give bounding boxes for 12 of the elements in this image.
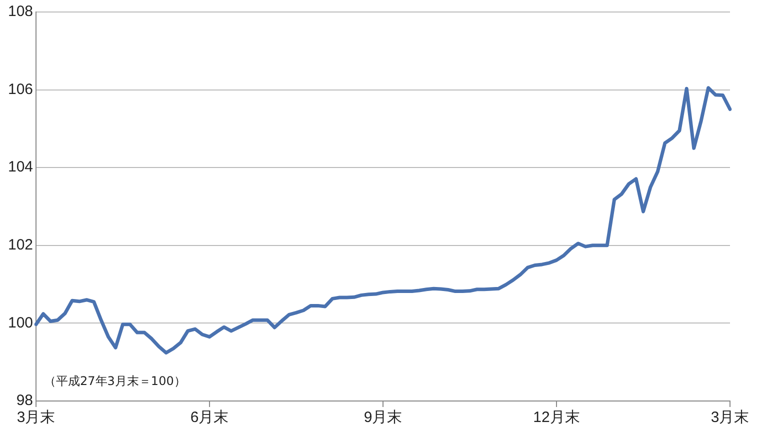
x-tick-label: 6月末 (190, 409, 229, 426)
annotation: （平成27年3月末＝100） (44, 374, 186, 388)
y-tick-label: 98 (16, 392, 34, 410)
y-tick-label: 106 (8, 80, 34, 98)
x-tick-label: 3月末 (16, 409, 56, 426)
y-tick-label: 104 (8, 158, 34, 176)
y-tick-label: 100 (8, 314, 34, 332)
x-tick-label: 9月末 (364, 409, 402, 426)
x-tick-label: 3月末 (710, 409, 750, 426)
y-tick-label: 102 (8, 236, 34, 254)
x-tick-label: 12月末 (533, 409, 580, 426)
y-tick-label: 108 (8, 3, 34, 20)
